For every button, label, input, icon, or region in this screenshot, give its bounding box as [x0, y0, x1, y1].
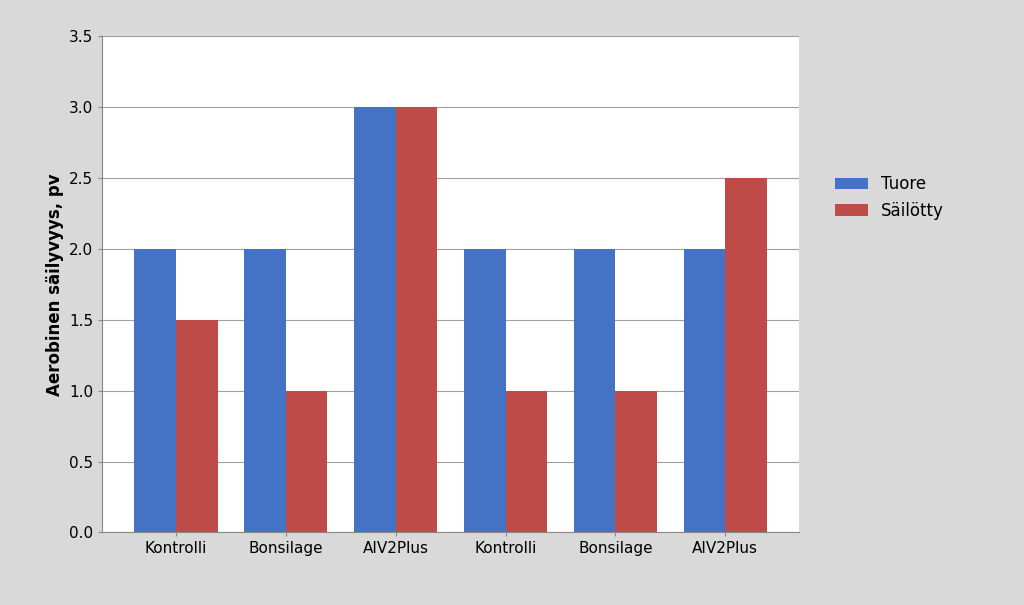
- Bar: [684, 249, 725, 532]
- Bar: [573, 249, 615, 532]
- Bar: [725, 178, 767, 532]
- Legend: Tuore, Säilötty: Tuore, Säilötty: [828, 169, 951, 226]
- Bar: [615, 391, 657, 532]
- Bar: [354, 107, 395, 532]
- Y-axis label: Aerobinen säilyvyys, pv: Aerobinen säilyvyys, pv: [45, 173, 63, 396]
- Bar: [464, 249, 506, 532]
- Bar: [286, 391, 328, 532]
- Bar: [244, 249, 286, 532]
- Bar: [176, 320, 217, 532]
- Bar: [134, 249, 176, 532]
- Bar: [395, 107, 437, 532]
- Bar: [506, 391, 547, 532]
